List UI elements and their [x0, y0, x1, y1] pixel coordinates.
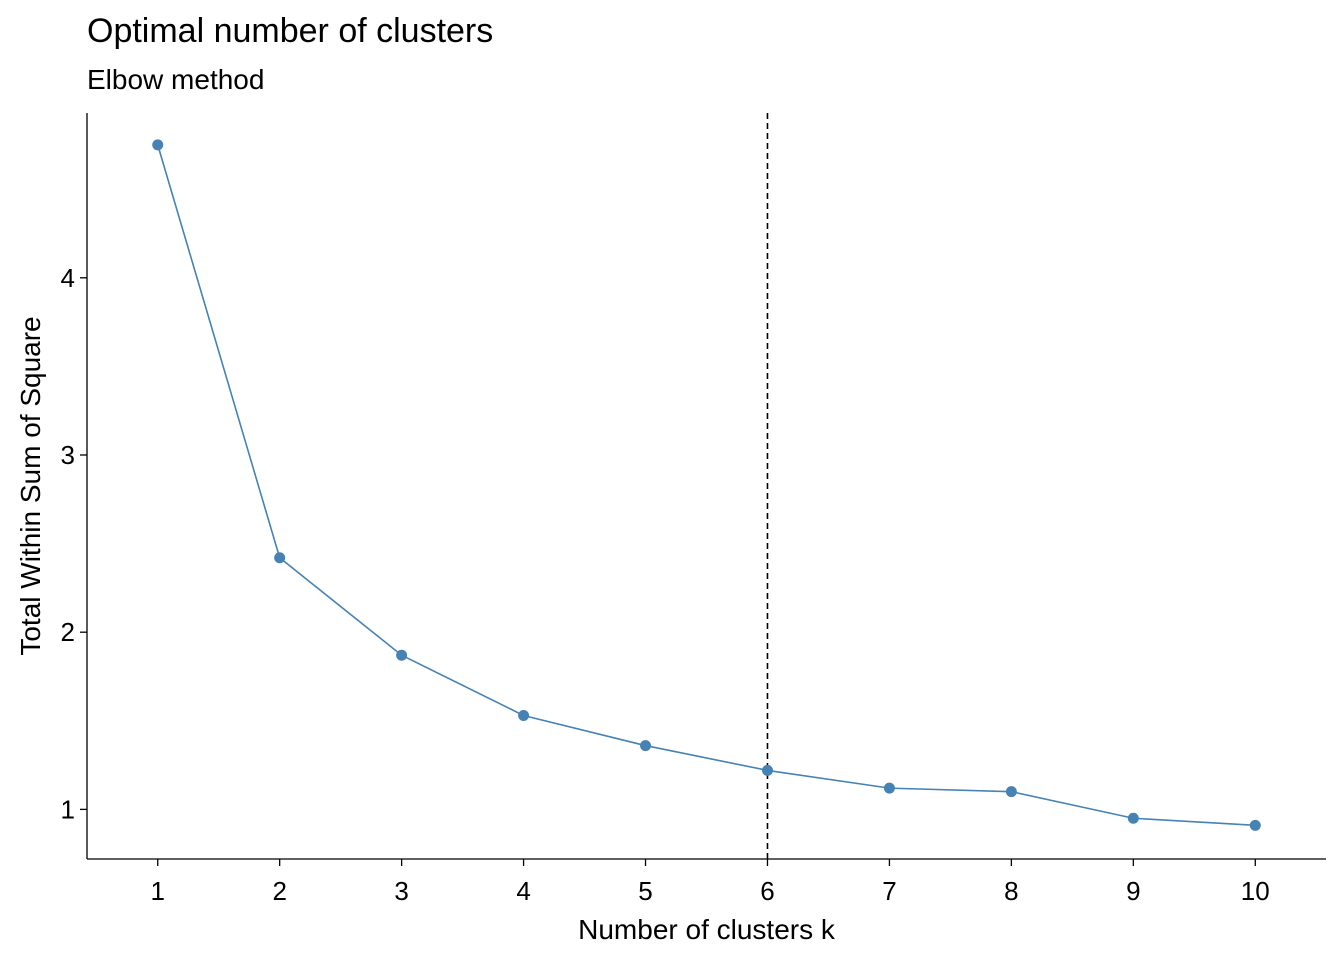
data-point — [518, 709, 530, 721]
x-tick-label: 2 — [272, 876, 286, 906]
data-point — [152, 139, 164, 151]
x-axis-title: Number of clusters k — [578, 914, 836, 945]
x-tick-label: 4 — [516, 876, 530, 906]
y-tick-label: 4 — [61, 263, 75, 293]
x-tick-label: 1 — [150, 876, 164, 906]
data-point — [1127, 812, 1139, 824]
y-tick-label: 3 — [61, 440, 75, 470]
data-point — [640, 740, 652, 752]
wss-series-line — [156, 144, 1256, 827]
chart-subtitle: Elbow method — [87, 64, 265, 95]
data-point — [274, 552, 286, 564]
x-tick-label: 3 — [394, 876, 408, 906]
x-tick-label: 7 — [882, 876, 896, 906]
data-point — [1249, 819, 1261, 831]
data-point — [761, 764, 773, 776]
x-tick-label: 10 — [1241, 876, 1270, 906]
x-tick-label: 5 — [638, 876, 652, 906]
y-axis-title: Total Within Sum of Square — [15, 316, 46, 655]
chart-title: Optimal number of clusters — [87, 12, 494, 50]
y-tick-label: 2 — [61, 617, 75, 647]
x-tick-label: 9 — [1126, 876, 1140, 906]
data-point — [396, 649, 408, 661]
x-tick-label: 6 — [760, 876, 774, 906]
data-point — [883, 782, 895, 794]
y-tick-label: 1 — [61, 794, 75, 824]
x-tick-label: 8 — [1004, 876, 1018, 906]
data-point — [1005, 786, 1017, 798]
